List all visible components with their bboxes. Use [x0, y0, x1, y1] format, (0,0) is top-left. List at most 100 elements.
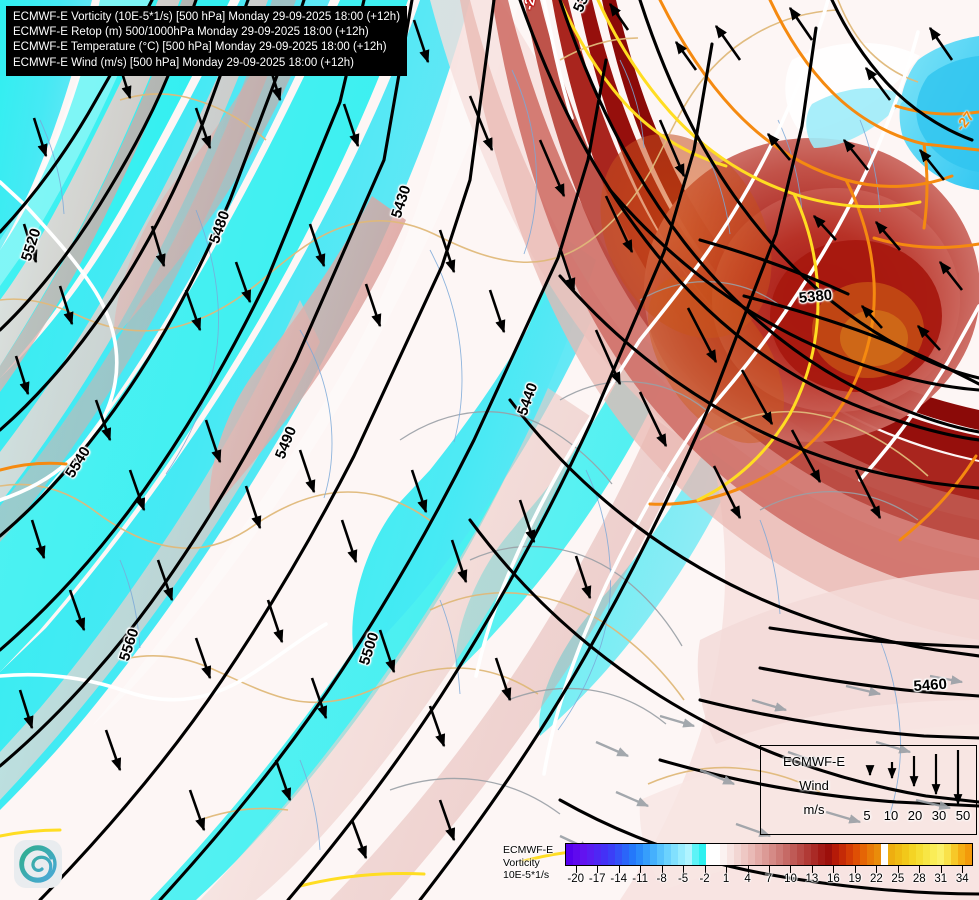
- vorticity-swatch-51: [923, 844, 930, 865]
- vorticity-swatch-18: [692, 844, 699, 865]
- vorticity-tick: [876, 866, 878, 873]
- vorticity-swatch-45: [881, 844, 888, 865]
- vorticity-tick-label: 25: [891, 873, 905, 885]
- vorticity-swatch-14: [664, 844, 671, 865]
- vorticity-swatch-9: [629, 844, 636, 865]
- wind-arrows-strong: [14, 2, 964, 860]
- vorticity-swatch-34: [804, 844, 811, 865]
- cyclone-swirl-icon: [19, 845, 57, 883]
- vorticity-swatch-20: [706, 844, 713, 865]
- vorticity-swatch-23: [727, 844, 734, 865]
- vorticity-swatch-35: [811, 844, 818, 865]
- vorticity-tick-label: 19: [848, 873, 862, 885]
- vorticity-swatch-48: [902, 844, 909, 865]
- wind-legend-model: ECMWF-E: [782, 754, 846, 769]
- vorticity-swatch-43: [867, 844, 874, 865]
- vorticity-swatch-53: [937, 844, 944, 865]
- vorticity-tick-label: -14: [610, 873, 627, 885]
- vorticity-swatch-16: [678, 844, 685, 865]
- vorticity-tick: [790, 866, 792, 873]
- vorticity-tick-label: 22: [869, 873, 883, 885]
- vorticity-swatch-27: [755, 844, 762, 865]
- height-contours-lower-right: [758, 626, 979, 698]
- vorticity-tick-label: 34: [955, 873, 969, 885]
- vorticity-swatch-28: [762, 844, 769, 865]
- vorticity-swatch-54: [944, 844, 951, 865]
- vorticity-swatch-38: [832, 844, 839, 865]
- vorticity-swatch-19: [699, 844, 706, 865]
- vorticity-swatch-33: [797, 844, 804, 865]
- vorticity-swatch-12: [650, 844, 657, 865]
- vorticity-tick: [919, 866, 921, 873]
- vorticity-tick: [575, 866, 577, 873]
- vorticity-swatch-13: [657, 844, 664, 865]
- vorticity-swatch-56: [958, 844, 965, 865]
- vorticity-tick-label: -11: [632, 873, 649, 885]
- vorticity-tick: [618, 866, 620, 873]
- vorticity-tick-label: 28: [912, 873, 926, 885]
- vorticity-tick-label: -2: [699, 873, 710, 885]
- vorticity-tick: [726, 866, 728, 873]
- vorticity-tick-label: 7: [765, 873, 773, 885]
- vorticity-tick: [661, 866, 663, 873]
- vorticity-swatch-1: [573, 844, 580, 865]
- vorticity-tick: [833, 866, 835, 873]
- vorticity-tick-label: 16: [827, 873, 840, 885]
- vorticity-swatch-29: [769, 844, 776, 865]
- vorticity-tick-label: -20: [567, 873, 585, 885]
- vorticity-colorbar-tick-labels: -20 -17 -14 -11 -8 -5 -2 1 4 7 10 13 16 19 22 25 28 31 34: [565, 873, 973, 887]
- title-line-wind: ECMWF-E Wind (m/s) [500 hPa] Monday 29-0…: [13, 56, 354, 69]
- vorticity-tick-label: -8: [656, 873, 667, 885]
- vorticity-tick-label: 31: [934, 873, 948, 885]
- vorticity-swatch-4: [594, 844, 601, 865]
- vorticity-colorbar: [565, 843, 973, 866]
- vorticity-swatch-46: [888, 844, 895, 865]
- wind-scale-30: 30: [931, 808, 947, 823]
- title-line-retop: ECMWF-E Retop (m) 500/1000hPa Monday 29-…: [13, 26, 369, 39]
- vorticity-swatch-6: [608, 844, 615, 865]
- vorticity-tick: [640, 866, 642, 873]
- vorticity-swatch-49: [909, 844, 916, 865]
- vorticity-swatch-50: [916, 844, 923, 865]
- wind-legend-units: m/s: [803, 802, 825, 817]
- vorticity-swatch-39: [839, 844, 846, 865]
- title-line-vorticity: ECMWF-E Vorticity (10E-5*1/s) [500 hPa] …: [13, 11, 401, 23]
- vorticity-tick-label: 1: [722, 873, 730, 885]
- vorticity-swatch-44: [874, 844, 881, 865]
- app-logo[interactable]: [14, 840, 62, 888]
- vorticity-swatch-15: [671, 844, 678, 865]
- vorticity-tick: [683, 866, 685, 873]
- vorticity-swatch-42: [860, 844, 867, 865]
- vorticity-swatch-5: [601, 844, 608, 865]
- vorticity-swatch-37: [825, 844, 832, 865]
- vorticity-tick-label: 10: [784, 873, 797, 885]
- vorticity-legend-model: ECMWF-E: [503, 844, 554, 856]
- vorticity-tick-label: 13: [805, 873, 819, 885]
- vorticity-tick-label: -5: [677, 873, 689, 885]
- vorticity-swatch-26: [748, 844, 755, 865]
- vorticity-swatch-30: [776, 844, 783, 865]
- vorticity-swatch-0: [566, 844, 573, 865]
- vorticity-swatch-31: [783, 844, 790, 865]
- vorticity-tick: [704, 866, 706, 873]
- vorticity-tick: [854, 866, 856, 873]
- vorticity-swatch-24: [734, 844, 741, 865]
- vorticity-swatch-47: [895, 844, 902, 865]
- wind-scale-10: 10: [883, 808, 899, 823]
- vorticity-swatch-41: [853, 844, 860, 865]
- vorticity-swatch-36: [818, 844, 825, 865]
- vorticity-swatch-57: [965, 844, 972, 865]
- vorticity-swatch-22: [720, 844, 727, 865]
- vorticity-swatch-17: [685, 844, 692, 865]
- vorticity-swatch-2: [580, 844, 587, 865]
- wind-legend-field: Wind: [799, 778, 829, 793]
- vorticity-tick: [897, 866, 899, 873]
- vorticity-swatch-7: [615, 844, 622, 865]
- vorticity-tick-label: 4: [744, 873, 751, 885]
- vorticity-tick: [962, 866, 964, 873]
- vorticity-swatch-3: [587, 844, 594, 865]
- vorticity-swatch-25: [741, 844, 748, 865]
